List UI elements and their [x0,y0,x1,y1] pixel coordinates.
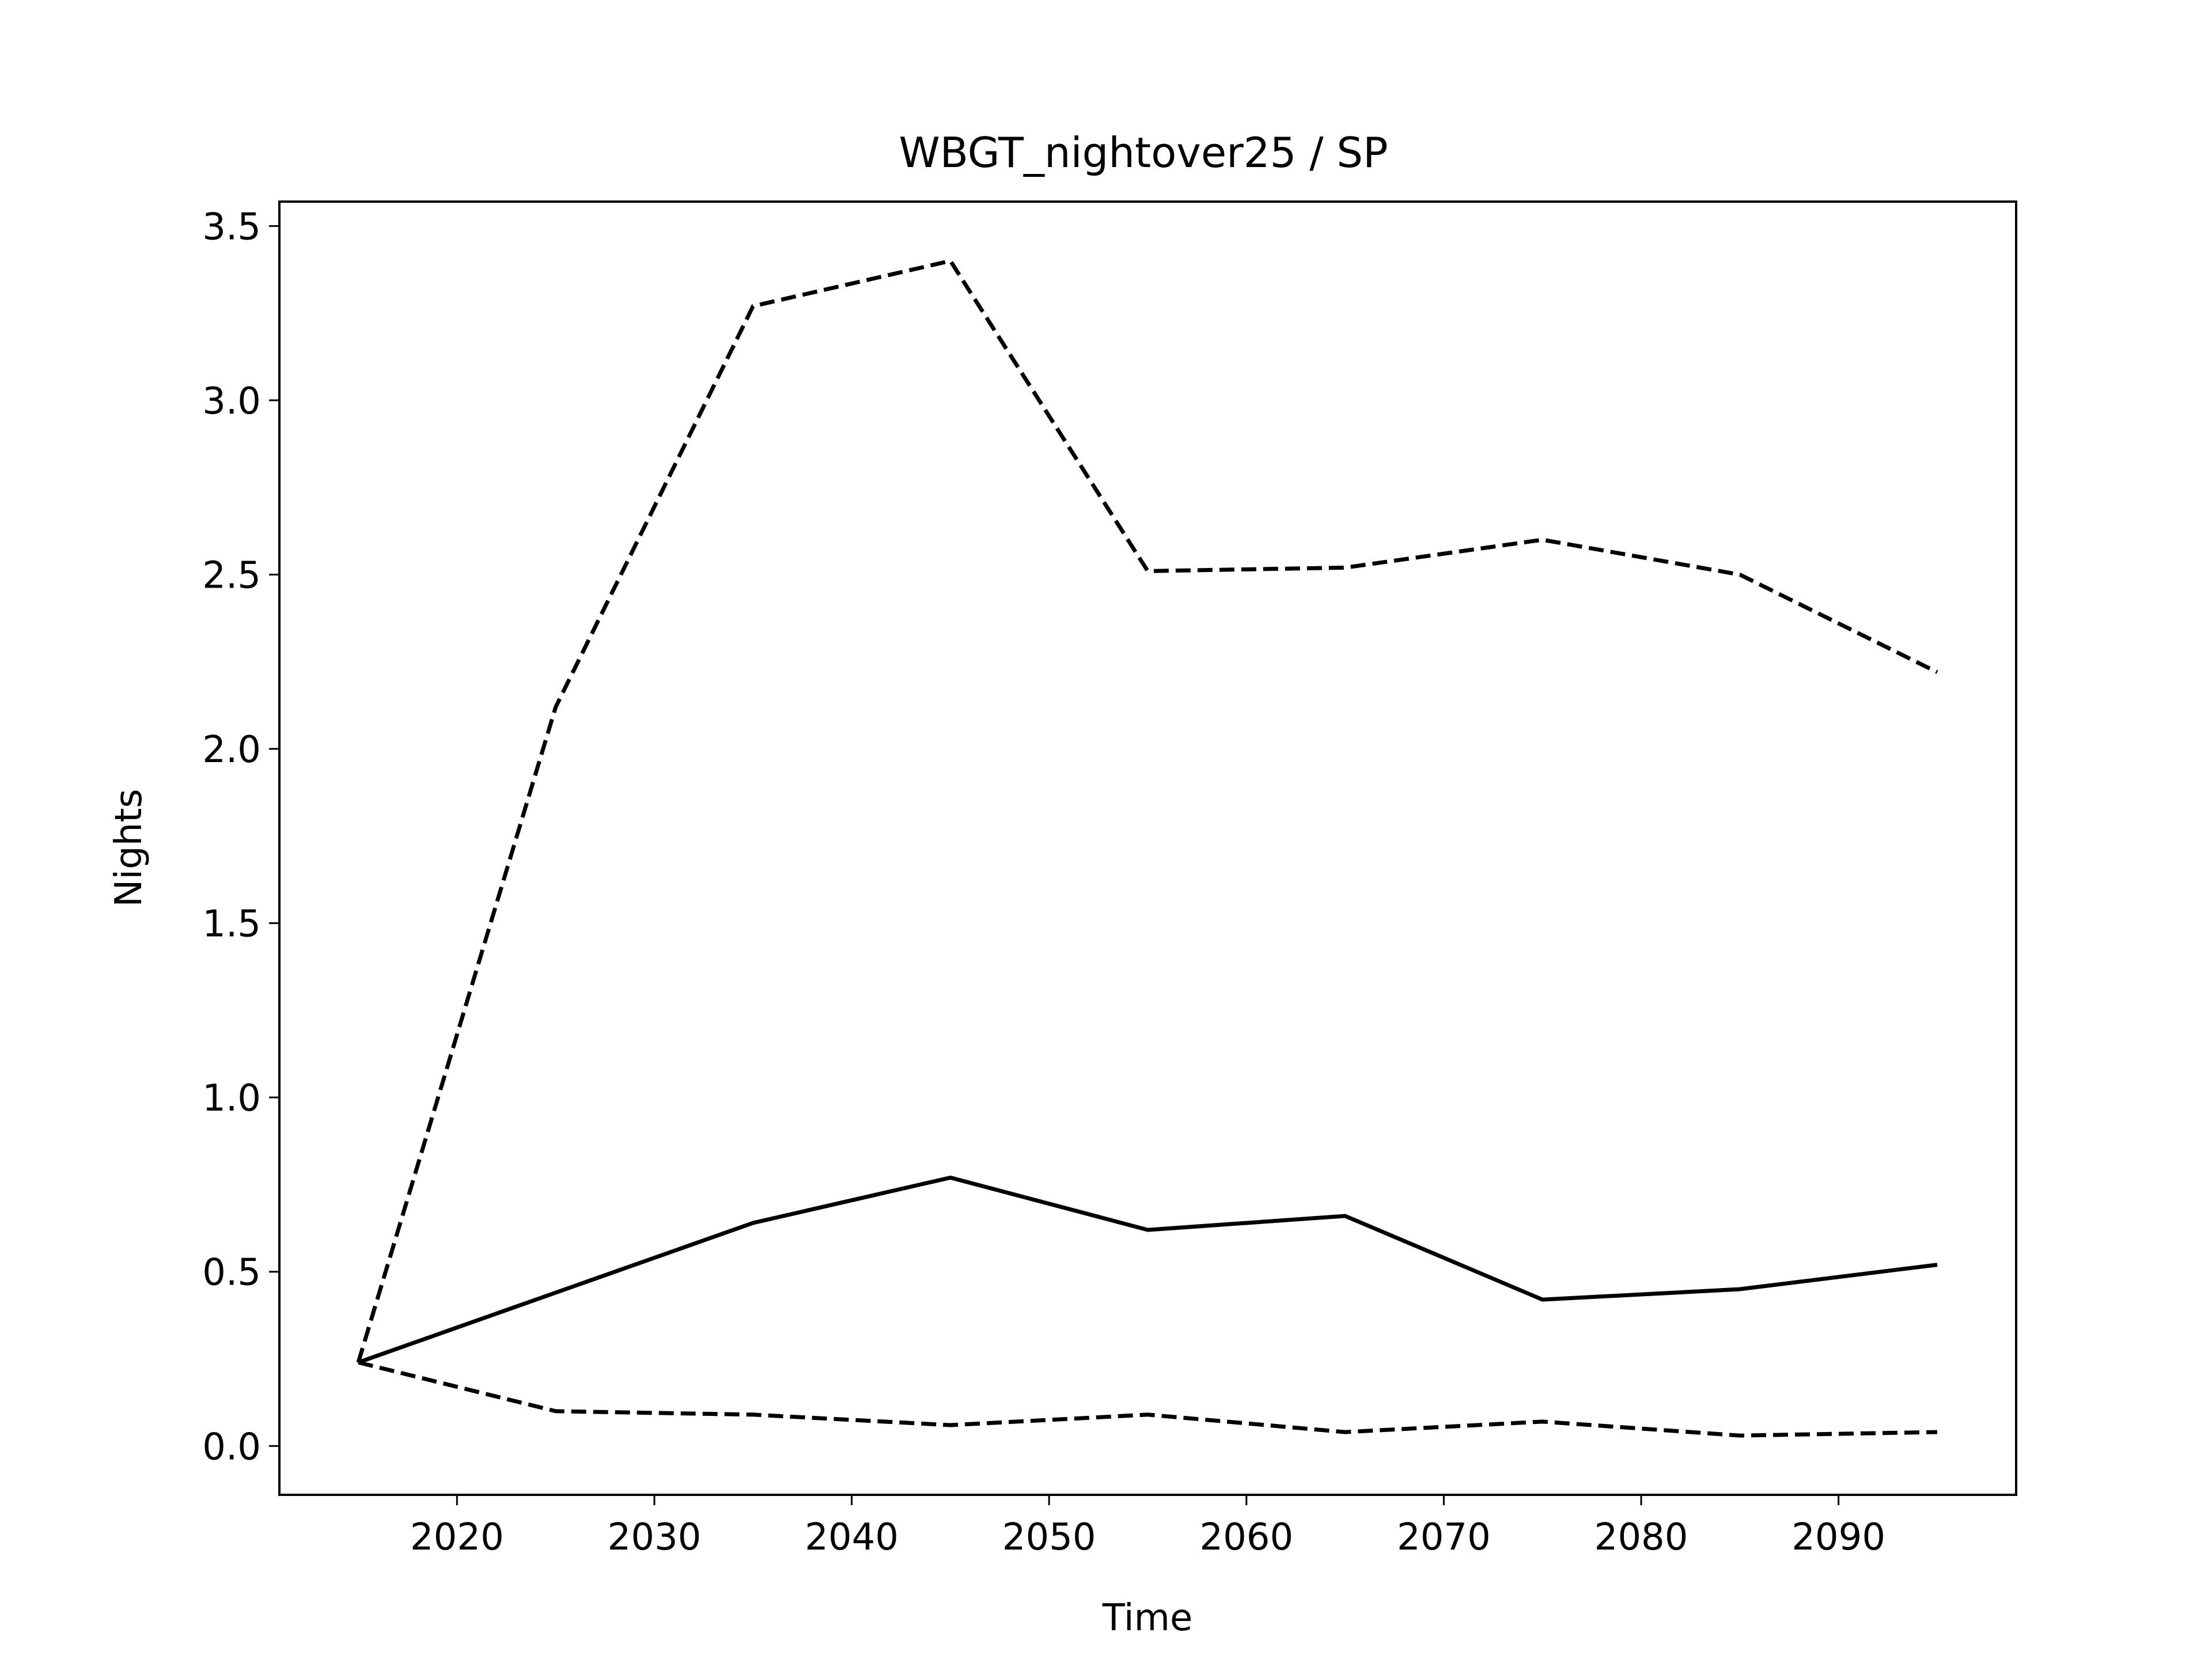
y-tick-label: 0.0 [202,1426,261,1468]
plot-frame [278,200,2017,1496]
series-line-1 [356,258,1938,1363]
plot-area [356,258,1938,1438]
x-tick-label: 2080 [1594,1516,1688,1559]
x-tick-label: 2060 [1199,1516,1293,1559]
y-tick-label: 3.5 [202,206,261,248]
x-axis: 2020 2030 2040 2050 2060 2070 2080 2090 [410,1495,1885,1559]
x-tick-label: 2030 [608,1516,702,1559]
series-line-2 [357,1175,1938,1365]
x-tick-label: 2040 [805,1516,899,1559]
chart-title: WBGT_nightover25 / SP [899,128,1388,177]
x-tick-label: 2070 [1397,1516,1491,1559]
x-tick-label: 2050 [1002,1516,1096,1559]
y-tick-label: 1.0 [202,1077,261,1120]
x-axis-label: Time [1102,1597,1193,1639]
y-axis-label: Nights [108,789,150,907]
y-tick-label: 2.5 [202,554,261,597]
x-tick-label: 2090 [1791,1516,1885,1559]
y-tick-label: 1.5 [202,903,261,946]
y-tick-label: 0.5 [202,1252,261,1294]
y-tick-label: 2.0 [202,729,261,771]
x-tick-label: 2020 [410,1516,504,1559]
y-tick-label: 3.0 [202,380,261,423]
y-axis: 0.0 0.5 1.0 1.5 2.0 2.5 3.0 3.5 [202,206,279,1468]
series-line-3 [358,1360,1938,1438]
